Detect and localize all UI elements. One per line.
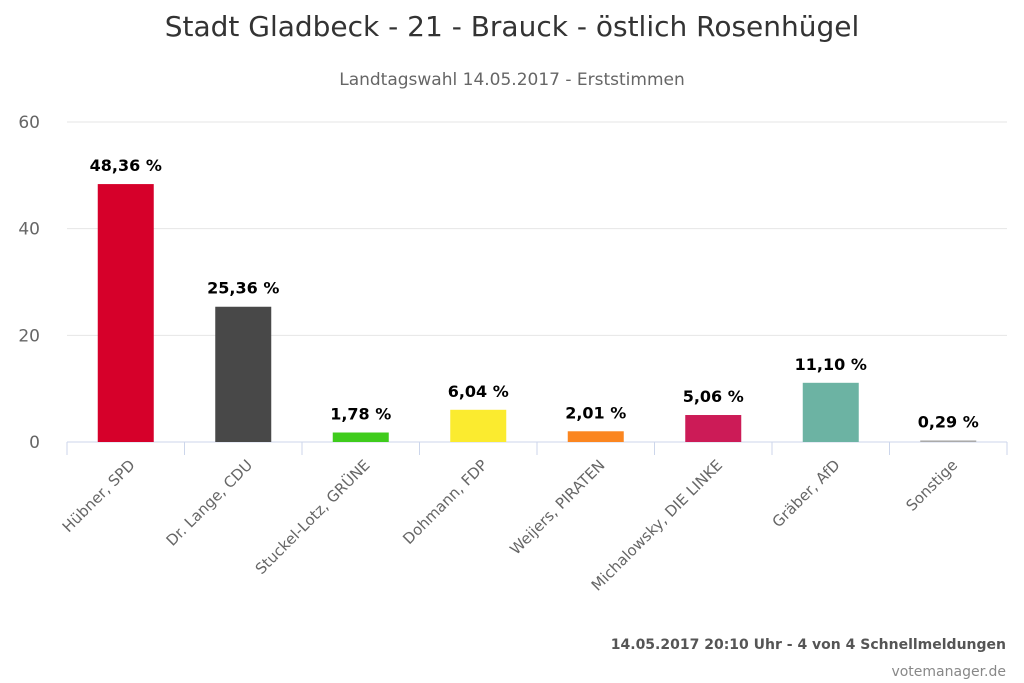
y-tick-label: 60 — [18, 113, 40, 133]
data-label: 48,36 % — [90, 156, 162, 175]
data-label: 11,10 % — [795, 355, 867, 374]
data-label: 25,36 % — [207, 279, 279, 298]
x-tick-label: Hübner, SPD — [59, 456, 139, 536]
x-tick-label: Sonstige — [903, 456, 962, 515]
data-label: 5,06 % — [683, 387, 744, 406]
bar — [215, 306, 272, 442]
status-footer: 14.05.2017 20:10 Uhr - 4 von 4 Schnellme… — [610, 637, 1006, 653]
data-label: 0,29 % — [918, 412, 979, 431]
source-credit[interactable]: votemanager.de — [891, 664, 1006, 680]
bar — [97, 184, 154, 442]
bar — [802, 382, 859, 442]
chart-subtitle: Landtagswahl 14.05.2017 - Erststimmen — [339, 70, 685, 90]
x-tick-label: Stuckel-Lotz, GRÜNE — [251, 455, 374, 578]
bar — [332, 432, 389, 442]
bar — [567, 431, 624, 442]
y-tick-label: 20 — [18, 326, 40, 346]
data-label: 1,78 % — [330, 405, 391, 424]
x-tick-label: Dohmann, FDP — [399, 456, 491, 548]
x-tick-label: Michalowsky, DIE LINKE — [588, 456, 726, 594]
data-label: 2,01 % — [565, 403, 626, 422]
x-tick-label: Weijers, PIRATEN — [506, 456, 608, 558]
bar — [685, 415, 742, 442]
y-tick-label: 40 — [18, 220, 40, 240]
bar — [920, 440, 977, 442]
chart-title: Stadt Gladbeck - 21 - Brauck - östlich R… — [164, 10, 860, 43]
x-tick-label: Dr. Lange, CDU — [163, 456, 257, 550]
y-tick-label: 0 — [29, 433, 40, 453]
data-label: 6,04 % — [448, 382, 509, 401]
bar — [450, 409, 507, 442]
x-tick-label: Gräber, AfD — [769, 456, 844, 531]
